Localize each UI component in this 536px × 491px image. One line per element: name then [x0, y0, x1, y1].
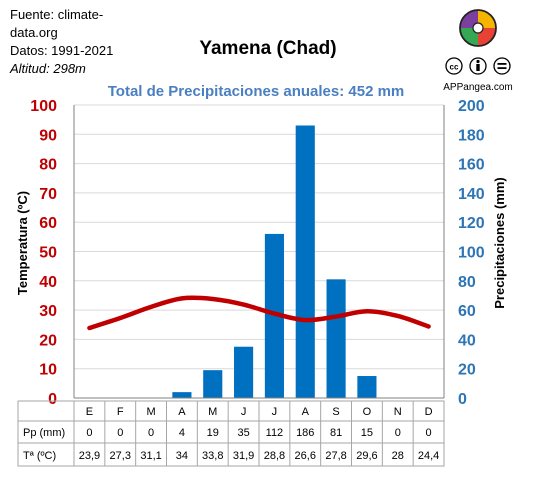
y-axis-left-label: Temperatura (ºC) — [15, 191, 30, 295]
pp-data-label: 0 — [117, 427, 123, 439]
pp-data-label: 186 — [296, 427, 314, 439]
plot-frame — [73, 105, 445, 399]
brand-name: APPangea.com — [443, 82, 513, 93]
pp-data-label: 35 — [237, 427, 249, 439]
x-tick-label: N — [394, 406, 402, 418]
x-tick-label: J — [272, 406, 278, 418]
data-table: E F M A M J J A S O N D Pp (mm) Tª (ºC) 0 0 0 4 19 35 112 186… — [17, 400, 445, 467]
y-axis-right-ticks: 0 20 40 60 80 100 120 140 160 180 200 — [458, 98, 485, 408]
x-tick-label: S — [332, 406, 339, 418]
y-right-tick-label: 60 — [458, 303, 476, 320]
y-left-tick-label: 80 — [39, 157, 57, 174]
y-left-tick-label: 10 — [39, 362, 57, 379]
temp-data-label: 29,6 — [356, 450, 377, 462]
temp-data-label: 33,8 — [202, 450, 223, 462]
appangea-logo-icon — [459, 9, 497, 47]
altitude-label: Altitud: — [9, 61, 53, 76]
logo-segment — [478, 10, 496, 28]
pp-data-label: 0 — [86, 427, 92, 439]
x-tick-label: J — [241, 406, 247, 418]
x-tick-label: D — [425, 406, 433, 418]
pp-data-label: 15 — [361, 427, 373, 439]
precip-bars — [172, 125, 377, 398]
temp-data-label: 28,8 — [264, 450, 285, 462]
precip-bar — [172, 392, 192, 398]
pp-data-label: 81 — [330, 427, 342, 439]
y-axis-left-ticks: 0 10 20 30 40 50 60 70 80 90 100 — [30, 98, 57, 408]
precip-bar — [203, 370, 223, 398]
x-tick-label: F — [117, 406, 124, 418]
y-left-tick-label: 50 — [39, 245, 57, 262]
pp-data-label: 112 — [266, 427, 284, 439]
x-tick-label: M — [208, 406, 217, 418]
x-tick-label: A — [178, 406, 186, 418]
y-right-tick-label: 200 — [458, 98, 485, 115]
x-tick-label: E — [86, 406, 93, 418]
pp-data-label: 0 — [426, 427, 432, 439]
y-right-tick-label: 120 — [458, 215, 485, 232]
logo-segment — [478, 28, 496, 46]
y-right-tick-label: 100 — [458, 245, 485, 262]
pp-data-label: 4 — [179, 427, 185, 439]
pp-data-label: 0 — [395, 427, 401, 439]
cc-license-icon: cc — [445, 57, 511, 75]
data-period: Datos: 1991-2021 — [10, 43, 113, 58]
pp-data-label: 19 — [207, 427, 219, 439]
temp-data-label: 23,9 — [79, 450, 100, 462]
y-left-tick-label: 30 — [39, 303, 57, 320]
logo-segment — [460, 28, 478, 46]
y-left-tick-label: 0 — [48, 391, 57, 408]
temp-data-label: 31,9 — [233, 450, 254, 462]
y-right-tick-label: 0 — [458, 391, 467, 408]
x-tick-label: A — [302, 406, 310, 418]
y-right-tick-label: 180 — [458, 127, 485, 144]
temp-data-label: 28 — [392, 450, 404, 462]
y-right-tick-label: 20 — [458, 362, 476, 379]
y-left-tick-label: 90 — [39, 127, 57, 144]
precip-bar — [357, 376, 377, 398]
y-left-tick-label: 20 — [39, 332, 57, 349]
temp-data-label: 24,4 — [418, 450, 439, 462]
pp-data-label: 0 — [148, 427, 154, 439]
chart-title: Yamena (Chad) — [199, 38, 336, 59]
source-line-1: Fuente: climate- — [10, 7, 103, 22]
y-right-tick-label: 80 — [458, 274, 476, 291]
y-left-tick-label: 40 — [39, 274, 57, 291]
y-right-tick-label: 140 — [458, 186, 485, 203]
logo-center — [472, 22, 484, 34]
temp-data-label: 27,3 — [110, 450, 131, 462]
table-row-label-temp: Tª (ºC) — [23, 450, 56, 462]
y-axis-right-label: Precipitaciones (mm) — [492, 177, 507, 309]
temp-data-label: 34 — [176, 450, 188, 462]
table-row-label-pp: Pp (mm) — [23, 427, 65, 439]
y-left-tick-label: 100 — [30, 98, 57, 115]
chart-subtitle: Total de Precipitaciones anuales: 452 mm — [108, 83, 405, 100]
temperature-line — [87, 295, 431, 331]
temp-data-label: 31,1 — [140, 450, 161, 462]
precip-bar — [295, 125, 315, 398]
altitude: Altitud: 298m — [9, 61, 86, 76]
y-right-tick-label: 40 — [458, 332, 476, 349]
x-tick-label: O — [363, 406, 372, 418]
temp-data-label: 27,8 — [325, 450, 346, 462]
gridlines — [74, 104, 444, 399]
y-right-tick-label: 160 — [458, 157, 485, 174]
temp-data-label: 26,6 — [295, 450, 316, 462]
precip-bar — [326, 279, 346, 398]
x-tick-label: M — [146, 406, 155, 418]
logo-ring — [459, 9, 497, 47]
precip-bar — [234, 346, 254, 398]
logo-segment — [460, 10, 478, 28]
source-line-2: data.org — [10, 25, 58, 40]
cc-label: cc — [450, 63, 459, 72]
y-left-tick-label: 60 — [39, 215, 57, 232]
precip-bar — [264, 233, 284, 398]
y-left-tick-label: 70 — [39, 186, 57, 203]
temperature-series-line — [87, 295, 431, 331]
altitude-value: 298m — [52, 61, 86, 76]
